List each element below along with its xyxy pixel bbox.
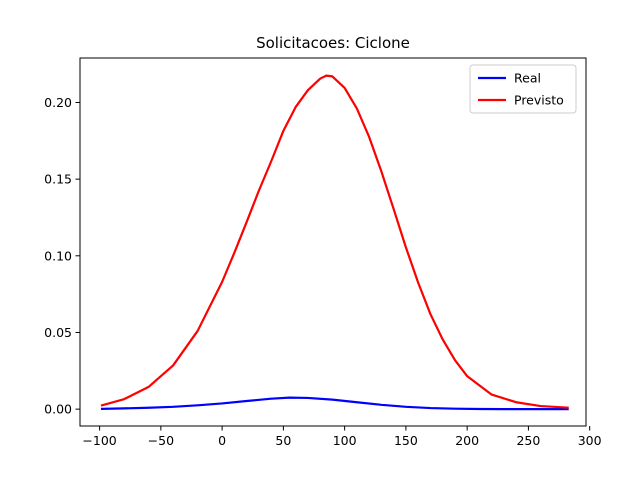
x-tick-label: 0 bbox=[218, 433, 226, 448]
x-tick-label: 150 bbox=[394, 433, 418, 448]
plot-area bbox=[100, 74, 569, 411]
x-tick-label: −50 bbox=[148, 433, 174, 448]
legend-label-previsto: Previsto bbox=[514, 93, 564, 108]
series-line-previsto bbox=[100, 74, 569, 409]
y-tick-label: 0.00 bbox=[44, 402, 72, 417]
y-tick-label: 0.15 bbox=[44, 172, 72, 187]
legend: Real Previsto bbox=[469, 64, 577, 114]
x-tick-label: 100 bbox=[333, 433, 357, 448]
y-tick-label: 0.10 bbox=[44, 248, 72, 263]
chart-title: Solicitacoes: Ciclone bbox=[256, 34, 410, 52]
x-tick-label: 200 bbox=[455, 433, 479, 448]
axes: −100 −50 0 50 100 150 200 250 300 0.00 0.05 0.10 0.1… bbox=[44, 57, 602, 448]
y-tick-label: 0.05 bbox=[44, 325, 72, 340]
x-tick-label: 300 bbox=[578, 433, 602, 448]
series-line-real bbox=[100, 396, 569, 411]
x-tick-label: 50 bbox=[275, 433, 291, 448]
x-tick-label: 250 bbox=[516, 433, 540, 448]
legend-label-real: Real bbox=[514, 71, 541, 86]
y-tick-label: 0.20 bbox=[44, 95, 72, 110]
axes-frame bbox=[79, 57, 587, 427]
x-tick-label: −100 bbox=[82, 433, 116, 448]
